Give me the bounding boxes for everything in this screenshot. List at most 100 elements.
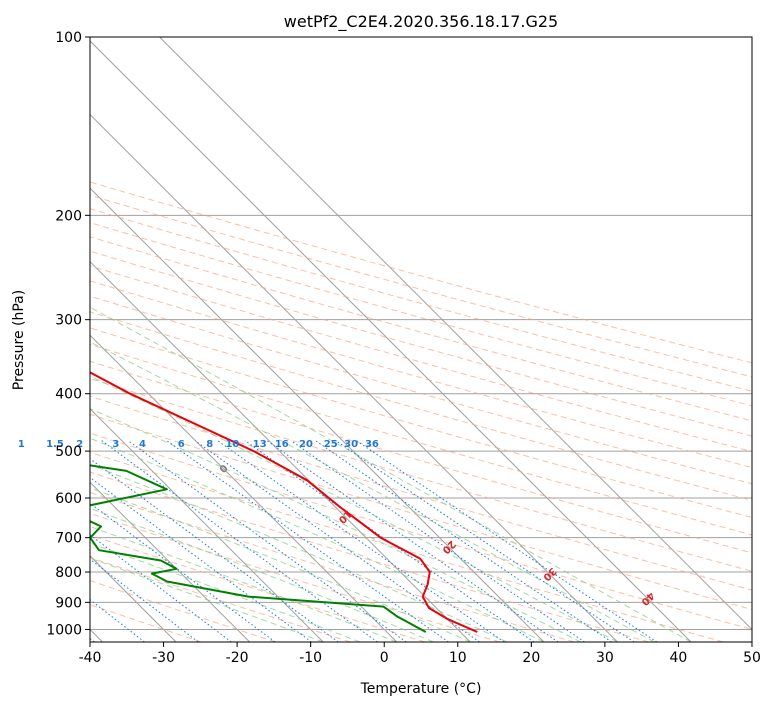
dry-adiabat	[90, 343, 752, 536]
dry-adiabat	[90, 580, 276, 642]
dry-adiabat	[90, 311, 752, 501]
y-tick-label: 600	[55, 491, 82, 507]
isotherm-line	[90, 260, 471, 642]
series-layer	[90, 371, 478, 633]
mixing-ratio-line	[90, 534, 232, 642]
mixing-ratio-label: 36	[365, 439, 379, 450]
mixing-ratio-label: 30	[344, 439, 358, 450]
x-tick-label: 0	[380, 650, 389, 666]
dry-adiabat	[90, 265, 752, 453]
dry-adiabat	[90, 236, 752, 422]
label-layer: 0.10.20.40.611.52346810131620253036-100-…	[18, 439, 656, 607]
mixing-ratio-line	[90, 458, 339, 642]
mixing-ratio-label: 25	[324, 439, 338, 450]
plot-frame	[89, 36, 753, 643]
mixing-ratio-label: 8	[206, 439, 213, 450]
y-tick-label: 100	[55, 30, 82, 46]
isotherm-line	[159, 37, 752, 631]
mixing-ratio-line	[356, 440, 658, 642]
chart-title: wetPf2_C2E4.2020.356.18.17.G25	[284, 12, 558, 32]
mixing-ratio-label: 3	[112, 439, 119, 450]
x-tick-label: 10	[449, 650, 467, 666]
y-tick-label: 1000	[46, 622, 82, 638]
mixing-ratio-line	[290, 440, 585, 642]
isotherm-line	[90, 113, 618, 642]
moist-adiabat	[90, 507, 434, 642]
mixing-ratio-label: 20	[299, 439, 313, 450]
mixing-ratio-label: 6	[178, 439, 185, 450]
x-tick-label: 40	[670, 650, 688, 666]
x-tick-label: -10	[299, 650, 322, 666]
isotherm-line	[90, 40, 692, 642]
dry-adiabat	[90, 280, 752, 469]
y-axis-title: Pressure (hPa)	[11, 290, 27, 390]
moist-adiabat	[90, 464, 508, 642]
y-tick-label: 300	[55, 313, 82, 329]
mixing-ratio-label: 13	[253, 439, 267, 450]
dewpoint-profile	[90, 464, 427, 633]
dry-adiabat	[90, 432, 752, 630]
mixing-ratio-label: 1	[18, 439, 25, 450]
mixing-ratio-line	[101, 440, 378, 642]
dry-adiabat	[90, 327, 752, 519]
moist-adiabat	[90, 526, 397, 642]
x-tick-label: 30	[596, 650, 614, 666]
moist-adiabat	[90, 375, 618, 642]
isotherm-line	[90, 481, 251, 642]
x-tick-label: -20	[226, 650, 249, 666]
mixing-ratio-line	[90, 502, 276, 642]
moist-adiabat	[90, 341, 655, 642]
mixing-ratio-label: 2	[76, 439, 83, 450]
isotherm-line	[90, 334, 398, 642]
mixing-ratio-line	[194, 440, 480, 642]
mixing-ratio-line	[127, 440, 407, 642]
dry-adiabat	[90, 512, 500, 642]
y-tick-label: 400	[55, 387, 82, 403]
y-tick-label: 500	[55, 444, 82, 460]
moist-adiabat	[90, 408, 581, 642]
dry-adiabat	[90, 360, 752, 554]
grid-layer	[90, 37, 752, 642]
isotherm-line	[90, 408, 324, 642]
mixing-ratio-line	[315, 440, 612, 642]
x-tick-label: 50	[743, 650, 761, 666]
tick-layer: -40 -30 -20 -10 0 10 20 30 40 50 100 200 300 400 500 60…	[46, 30, 761, 666]
temperature-profile	[90, 371, 478, 633]
mixing-ratio-label: 4	[139, 439, 146, 450]
isotherm-line	[90, 187, 545, 642]
dry-adiabat	[90, 181, 752, 364]
moist-adiabat	[90, 487, 471, 642]
dry-adiabat	[90, 556, 351, 642]
dry-adiabat	[90, 222, 752, 407]
x-tick-label: -30	[152, 650, 175, 666]
dry-adiabat	[90, 194, 752, 378]
mixing-ratio-line	[266, 440, 559, 642]
moist-adiabat	[90, 557, 324, 642]
dry-adiabat	[90, 208, 752, 392]
x-axis-title: Temperature (°C)	[360, 681, 482, 697]
dry-adiabat	[90, 377, 752, 572]
mixing-ratio-label: 10	[225, 439, 239, 450]
dry-adiabat	[90, 250, 752, 437]
mixing-ratio-label: 1.5	[46, 439, 64, 450]
dry-adiabat	[90, 413, 752, 611]
y-tick-label: 200	[55, 208, 82, 224]
y-tick-label: 700	[55, 531, 82, 547]
mixing-ratio-line	[90, 558, 199, 642]
dry-adiabat	[90, 471, 649, 642]
mixing-ratio-line	[90, 476, 312, 642]
mixing-ratio-line	[166, 440, 449, 642]
dry-adiabat	[90, 395, 752, 591]
mixing-ratio-label: 16	[275, 439, 289, 450]
dry-adiabat	[90, 451, 724, 642]
x-tick-label: -40	[79, 650, 102, 666]
mixing-ratio-line	[217, 440, 505, 642]
x-tick-label: 20	[522, 650, 540, 666]
moist-adiabat	[90, 437, 545, 642]
mixing-ratio-line	[335, 440, 635, 642]
dry-adiabat	[90, 295, 752, 485]
dry-adiabat	[90, 534, 426, 642]
y-tick-label: 800	[55, 565, 82, 581]
y-tick-label: 900	[55, 595, 82, 611]
